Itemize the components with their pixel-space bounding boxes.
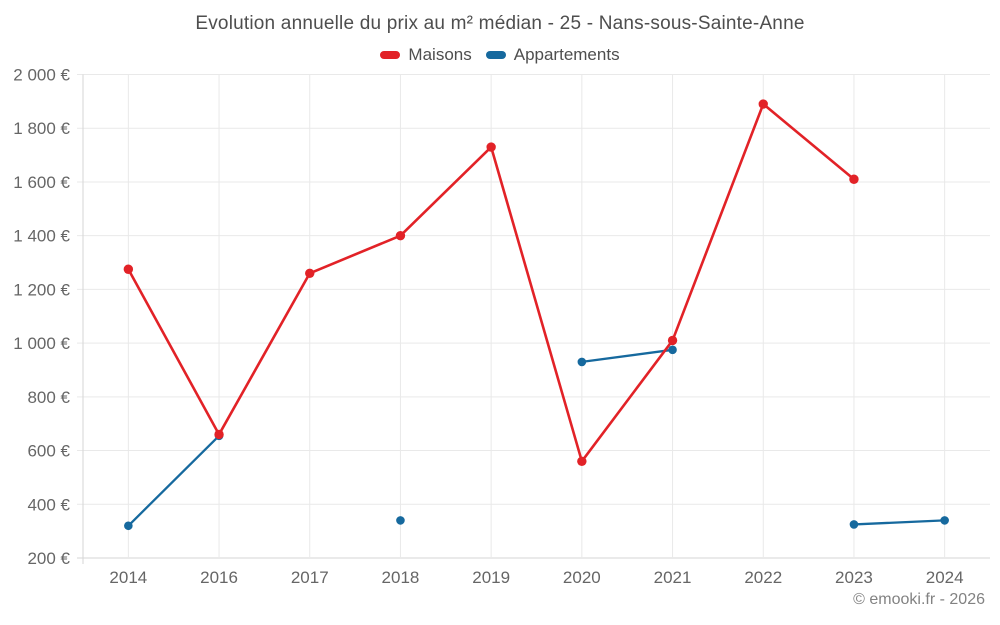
series-line-appartements (580, 348, 674, 364)
series-line-appartements (127, 434, 221, 527)
x-axis-label: 2024 (926, 568, 964, 587)
data-point-appartements-2024 (940, 516, 949, 525)
data-point-maisons-2023 (849, 174, 859, 184)
x-axis-label: 2022 (744, 568, 782, 587)
data-point-appartements-2020 (577, 357, 587, 367)
data-point-maisons-2016 (214, 429, 224, 440)
data-point-maisons-2017 (305, 268, 315, 278)
copyright-text: © emooki.fr - 2026 (853, 591, 985, 608)
y-axis-label: 600 € (27, 442, 70, 461)
chart-title: Evolution annuelle du prix au m² médian … (195, 13, 805, 34)
appartements-series-marker-icon (485, 51, 506, 59)
data-point-appartements-2018 (396, 516, 405, 525)
data-point-maisons-2014 (123, 264, 134, 274)
y-axis-label: 2 000 € (13, 66, 70, 85)
x-axis-label: 2020 (563, 568, 601, 587)
y-axis-label: 1 400 € (13, 227, 70, 246)
y-axis-label: 200 € (27, 549, 70, 568)
legend-item-appartements[interactable]: Appartements (485, 45, 620, 65)
legend-item-maisons[interactable]: Maisons (380, 45, 472, 65)
data-point-maisons-2019 (486, 142, 496, 152)
y-axis-label: 1 600 € (13, 173, 70, 192)
y-axis-label: 1 000 € (13, 334, 70, 353)
legend-label-appartements: Appartements (513, 45, 620, 64)
y-axis-label: 400 € (27, 495, 70, 514)
x-axis-label: 2023 (835, 568, 873, 587)
y-axis-label: 1 800 € (13, 119, 70, 138)
data-point-maisons-2021 (667, 335, 678, 346)
y-axis-label: 800 € (27, 388, 70, 407)
x-axis-label: 2014 (109, 568, 147, 587)
legend-label-maisons: Maisons (408, 45, 472, 64)
x-axis-label: 2019 (472, 568, 510, 587)
data-point-maisons-2020 (577, 456, 587, 466)
data-point-maisons-2022 (758, 99, 768, 109)
x-axis-label: 2016 (200, 568, 238, 587)
data-point-maisons-2018 (395, 230, 406, 241)
y-axis-label: 1 200 € (13, 280, 70, 299)
x-axis-label: 2021 (654, 568, 692, 587)
series-line-appartements (852, 519, 946, 526)
x-axis-label: 2018 (382, 568, 420, 587)
x-axis-label: 2017 (291, 568, 329, 587)
data-point-appartements-2023 (849, 520, 859, 529)
data-point-appartements-2014 (124, 521, 133, 531)
maisons-series-marker-icon (380, 51, 401, 59)
chart-legend: Maisons Appartements (0, 45, 1000, 65)
data-point-appartements-2021 (668, 345, 677, 355)
